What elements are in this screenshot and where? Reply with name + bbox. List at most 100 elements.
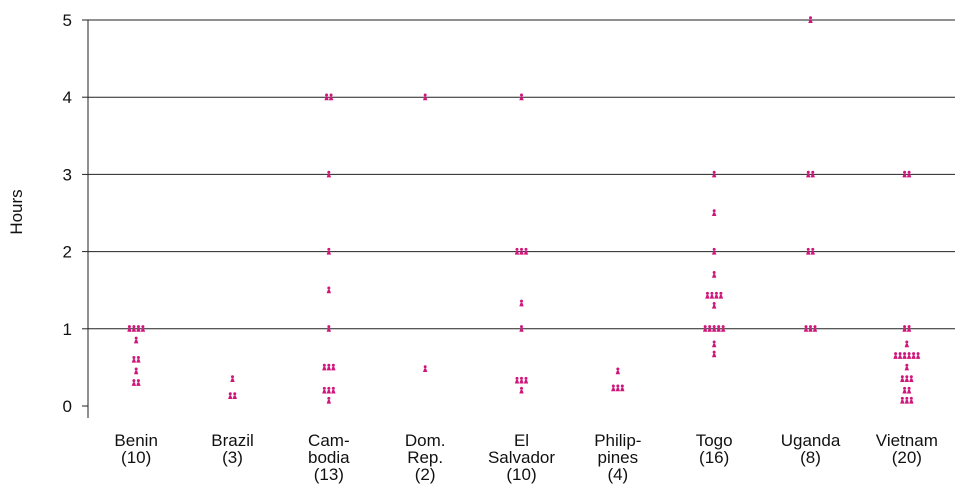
data-point	[514, 247, 520, 255]
y-tick-label: 5	[63, 11, 72, 30]
data-point	[711, 170, 717, 178]
data-point	[615, 367, 621, 375]
x-tick-label: Cam-bodia (13)	[308, 431, 350, 484]
data-point	[707, 325, 712, 332]
data-point	[519, 386, 524, 394]
x-tick-label: Brazil (3)	[211, 431, 254, 467]
x-tick-label: El Salvador (10)	[488, 431, 555, 484]
data-point	[711, 301, 717, 309]
data-point	[523, 247, 529, 255]
data-point	[519, 247, 524, 255]
data-point	[812, 325, 818, 332]
data-point	[422, 93, 428, 101]
x-axis-labels: Benin (10) Brazil (3) Cam-bodia (13) Dom. Rep.(…	[114, 431, 937, 484]
data-point	[711, 247, 717, 255]
data-point	[326, 325, 332, 332]
data-point	[709, 291, 715, 299]
data-point	[904, 340, 910, 348]
data-point	[806, 170, 811, 178]
data-point	[133, 336, 139, 344]
data-point	[611, 384, 616, 392]
data-point	[904, 375, 910, 382]
x-tick-label: Vietnam (20)	[876, 431, 938, 467]
x-tick-label: Dom. Rep. (2)	[405, 431, 446, 484]
y-axis-label: Hours	[7, 189, 26, 234]
data-point	[328, 93, 334, 101]
data-point	[322, 386, 327, 394]
x-tick-label: Uganda (8)	[781, 431, 841, 467]
data-point	[909, 375, 914, 382]
data-point	[911, 352, 916, 359]
data-point	[615, 384, 621, 392]
data-point	[906, 170, 912, 178]
data-point	[702, 325, 708, 332]
data-point	[904, 396, 910, 404]
data-point	[136, 379, 141, 386]
data-point	[906, 325, 912, 332]
data-point	[514, 376, 520, 384]
y-tick-label: 1	[63, 320, 72, 339]
data-point	[326, 396, 332, 404]
data-point	[232, 392, 237, 399]
data-point	[902, 386, 907, 394]
data-point	[324, 93, 329, 101]
data-point	[808, 16, 813, 23]
data-point	[326, 386, 332, 394]
data-point	[718, 291, 724, 299]
data-point	[326, 363, 332, 371]
data-point	[705, 291, 710, 299]
data-point	[906, 386, 912, 394]
data-point	[519, 93, 524, 101]
data-point	[906, 352, 912, 359]
data-point	[904, 363, 910, 371]
data-point	[902, 325, 907, 332]
data-point	[897, 352, 903, 359]
data-point	[519, 376, 524, 384]
data-point	[810, 247, 815, 255]
data-point	[136, 325, 141, 332]
data-point	[519, 325, 524, 332]
data-point	[711, 325, 717, 332]
y-axis: 0 1 2 3 4 5	[63, 11, 89, 418]
data-point	[711, 350, 717, 358]
data-point	[711, 271, 717, 278]
data-point	[127, 325, 132, 332]
data-point	[133, 367, 139, 375]
x-tick-label: Philip-pines (4)	[594, 431, 641, 484]
data-point	[136, 355, 141, 363]
data-point	[131, 355, 137, 363]
data-point	[620, 384, 625, 392]
data-point	[711, 340, 717, 348]
data-point	[716, 325, 721, 332]
data-points	[127, 16, 921, 404]
data-point	[326, 286, 332, 294]
gridlines	[88, 19, 955, 330]
data-point	[230, 375, 235, 382]
data-point	[228, 392, 233, 399]
data-point	[909, 396, 914, 404]
y-tick-label: 2	[63, 243, 72, 262]
data-point	[806, 247, 811, 255]
data-point	[915, 352, 921, 359]
data-point	[140, 325, 146, 332]
y-tick-label: 4	[63, 88, 72, 107]
data-point	[893, 352, 898, 359]
data-point	[803, 325, 809, 332]
data-point	[711, 209, 717, 216]
data-point	[810, 170, 815, 178]
x-tick-label: Togo (16)	[696, 431, 733, 467]
data-point	[131, 325, 137, 332]
data-point	[422, 365, 428, 372]
data-point	[902, 170, 907, 178]
x-tick-label: Benin (10)	[114, 431, 157, 467]
data-point	[131, 379, 137, 386]
data-point	[519, 299, 524, 307]
data-point	[326, 170, 332, 178]
data-point	[720, 325, 726, 332]
data-point	[326, 247, 332, 255]
y-tick-label: 3	[63, 165, 72, 184]
data-point	[523, 376, 529, 384]
data-point	[902, 352, 907, 359]
y-tick-label: 0	[63, 397, 72, 416]
